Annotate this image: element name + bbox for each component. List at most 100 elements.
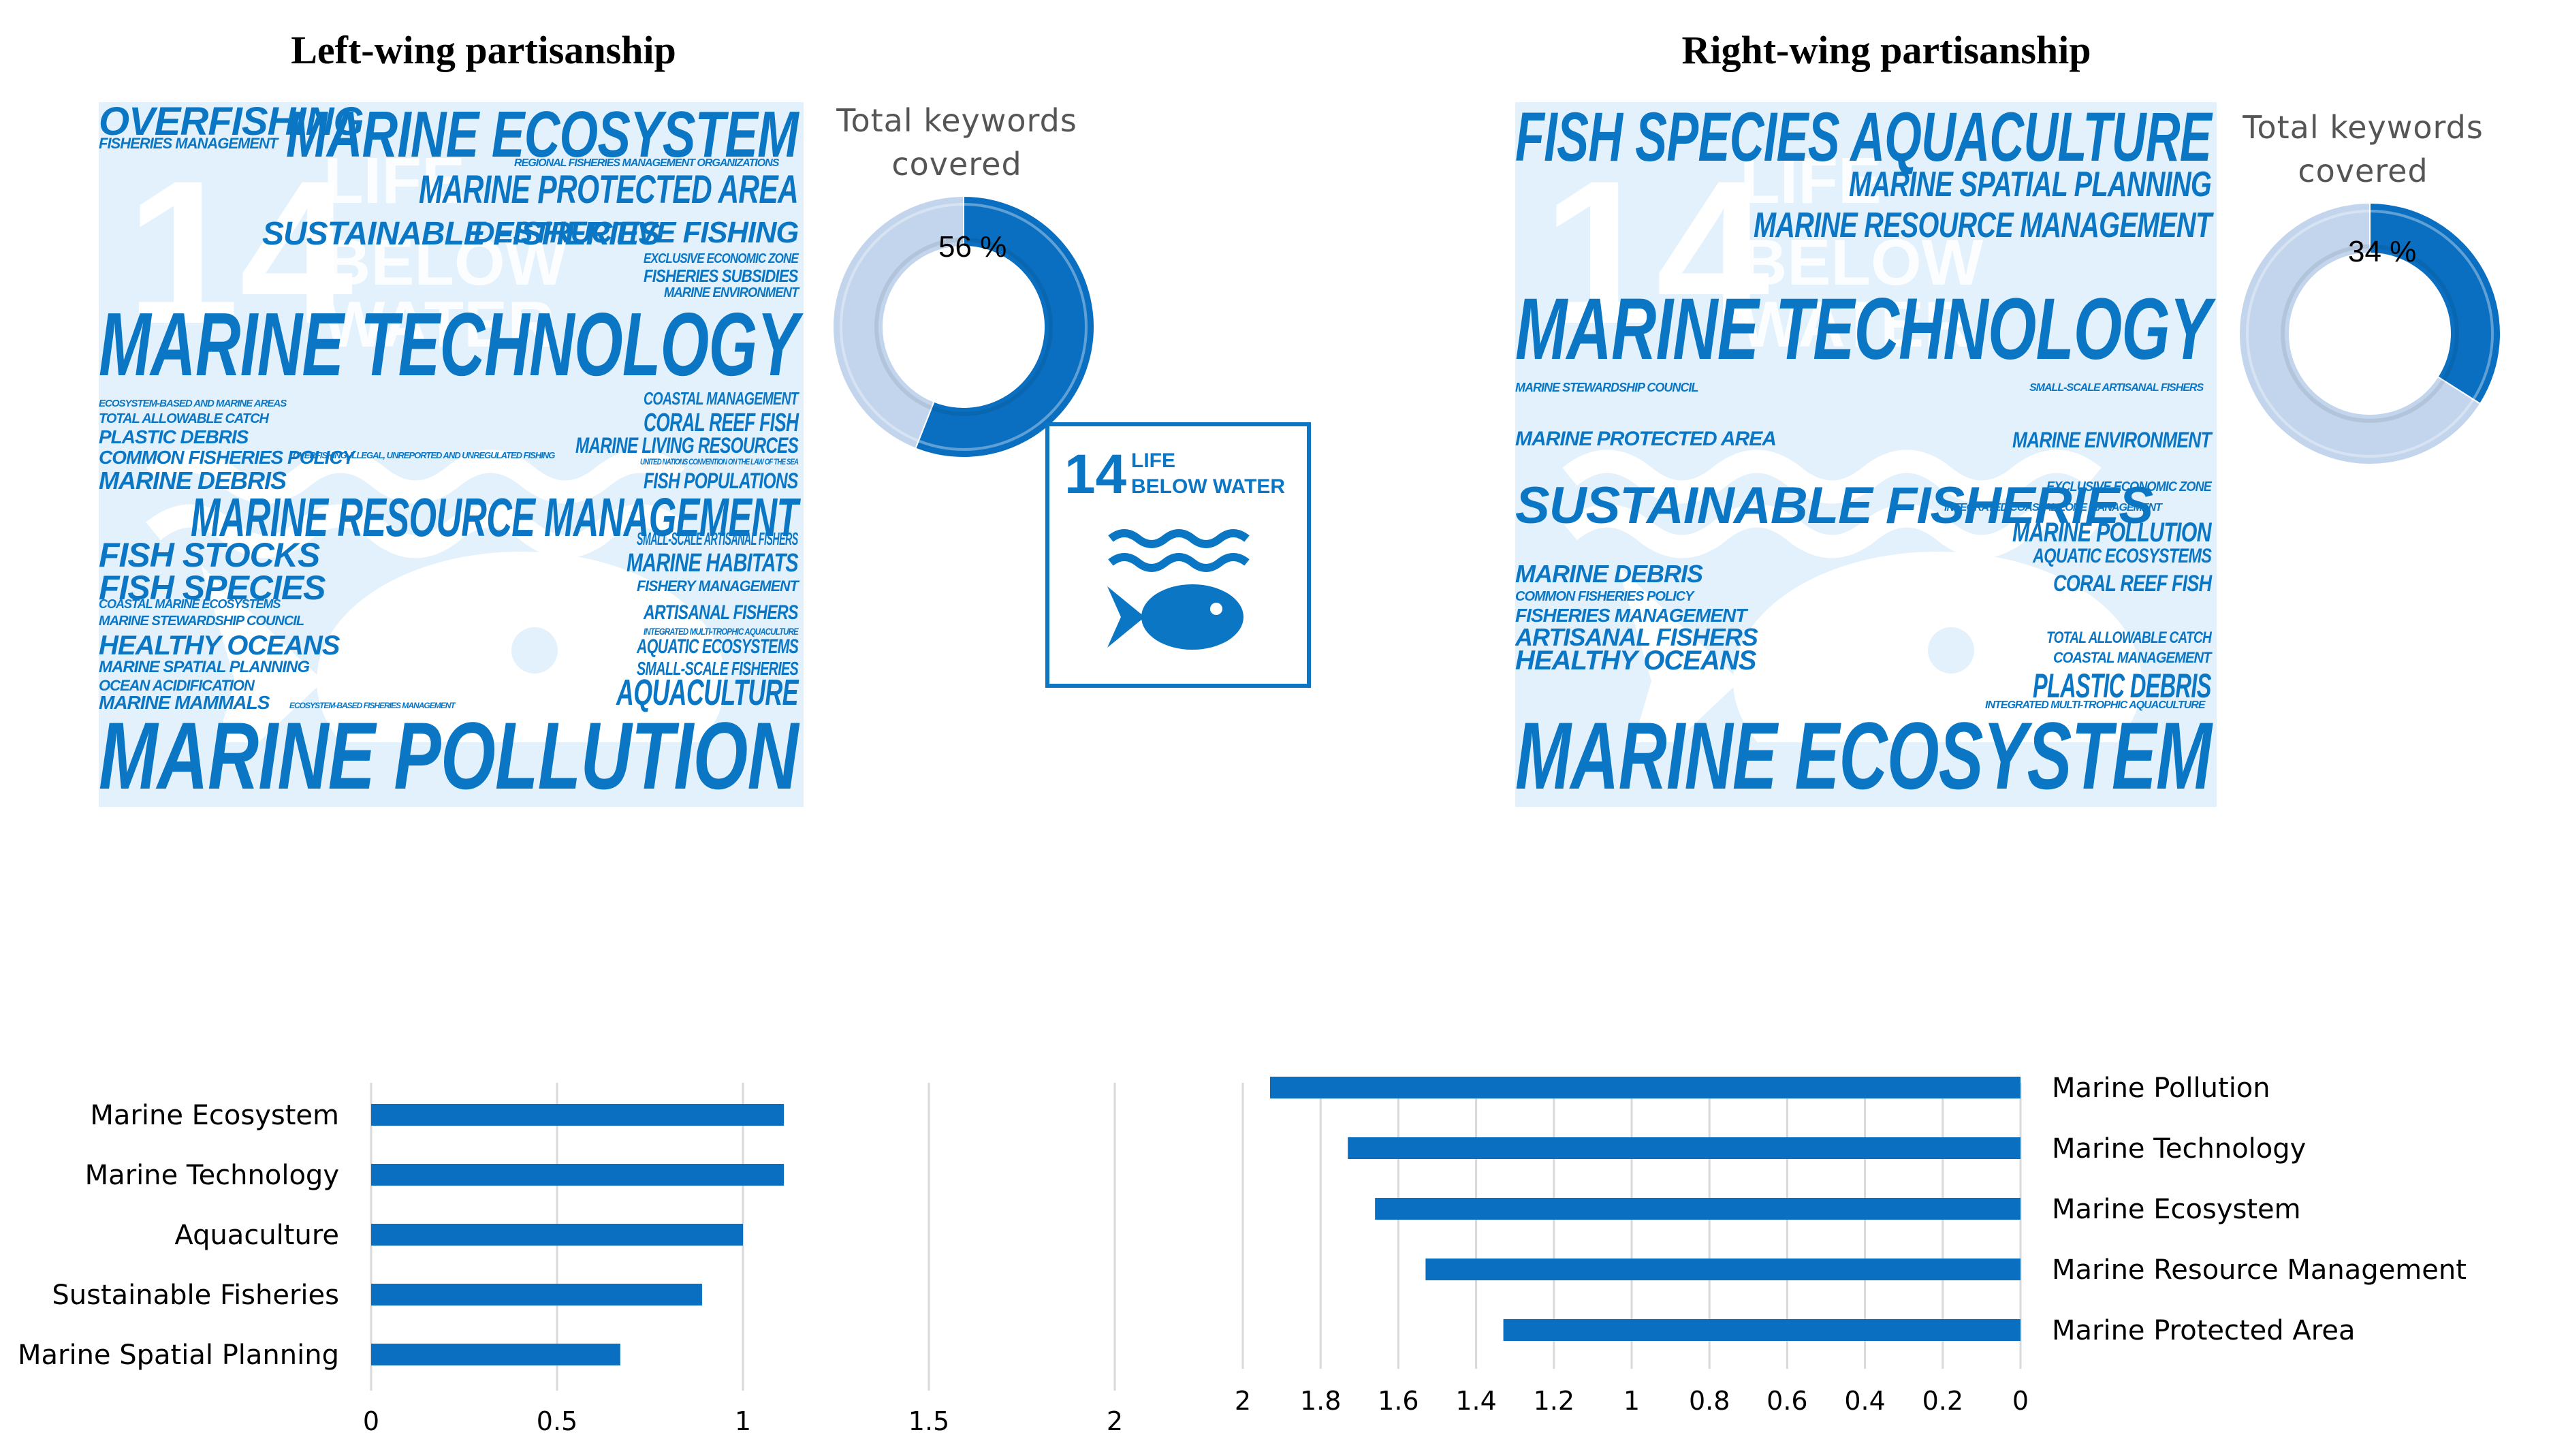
- keyword: MARINE RESOURCE MANAGEMENT: [1754, 206, 2212, 245]
- keyword: MARINE MAMMALS: [99, 692, 270, 713]
- donut-slice: [2238, 202, 2482, 465]
- cloud-bg-line2: BELOW WATER: [323, 226, 567, 362]
- right-bar-chart: 2 1.8 1.6 1.4 1.2 1 0.8 0.6 0.4 0.2 0 Marine Pollut…: [1235, 1073, 2467, 1416]
- keyword: PLASTIC DEBRIS: [99, 426, 249, 447]
- cloud-bg-number: 14: [126, 138, 353, 366]
- bar: [1348, 1137, 2021, 1159]
- tick-label: 0.2: [1922, 1386, 1963, 1416]
- keyword: ARTISANAL FISHERS: [1515, 623, 1758, 651]
- keyword: FISHERIES MANAGEMENT: [1515, 605, 1747, 626]
- tick-label: 1.6: [1378, 1386, 1419, 1416]
- donut-slice: [2369, 202, 2501, 405]
- right-donut-title: Total keywords covered: [2243, 109, 2484, 190]
- sdg14-tile: 14 LIFE BELOW WATER: [1045, 422, 1311, 688]
- keyword: OCEAN ACIDIFICATION: [99, 677, 255, 694]
- tick-label: 1.4: [1455, 1386, 1496, 1416]
- tick-label: 0.6: [1766, 1386, 1807, 1416]
- keyword: FISH STOCKS: [99, 536, 320, 574]
- tick-label: 2: [1107, 1406, 1123, 1436]
- sdg14-line2: BELOW WATER: [1131, 475, 1286, 498]
- tick-label: 0: [2012, 1386, 2029, 1416]
- keyword: CORAL REEF FISH: [2053, 571, 2212, 597]
- donut-bevel: [874, 238, 1053, 416]
- cloud-bg-line1: LIFE: [1740, 144, 1882, 217]
- keyword: AQUACULTURE: [616, 672, 799, 713]
- keyword: MARINE STEWARDSHIP COUNCIL: [1515, 381, 1698, 394]
- keyword: HEALTHY OCEANS: [1515, 646, 1756, 676]
- right-title: Right-wing partisanship: [1681, 28, 2091, 72]
- keyword: MARINE PROTECTED AREA: [419, 168, 799, 212]
- left-title: Left-wing partisanship: [291, 28, 676, 72]
- keyword: MARINE ECOSYSTEM: [1515, 702, 2212, 807]
- keyword: MARINE SPATIAL PLANNING: [1849, 165, 2212, 204]
- keyword: PLASTIC DEBRIS: [2033, 667, 2211, 705]
- left-donut-chart: [832, 195, 1095, 458]
- keyword: MARINE HABITATS: [627, 549, 799, 577]
- keyword: MARINE PROTECTED AREA: [1515, 428, 1777, 450]
- donut-slice: [832, 195, 964, 449]
- keyword: FISH SPECIES AQUACULTURE: [1515, 102, 2212, 176]
- category-label: Aquaculture: [174, 1220, 339, 1251]
- tick-label: 0.5: [537, 1406, 577, 1436]
- bar: [371, 1164, 785, 1186]
- bar: [1269, 1077, 2021, 1098]
- right-donut-chart: [2238, 202, 2501, 465]
- keyword: MARINE DEBRIS: [1515, 560, 1703, 588]
- keyword: MARINE DEBRIS: [99, 466, 287, 494]
- bar: [371, 1104, 785, 1126]
- keyword: AQUATIC ECOSYSTEMS: [637, 635, 799, 658]
- keyword: ECOSYSTEM-BASED AND MARINE AREAS: [99, 398, 287, 409]
- keyword: FISHERY MANAGEMENT: [637, 577, 799, 595]
- keyword: INTEGRATED MULTI-TROPHIC AQUACULTURE: [644, 626, 799, 637]
- tick-label: 0.8: [1689, 1386, 1730, 1416]
- left-donut-title: Total keywords covered: [836, 102, 1077, 183]
- category-label: Sustainable Fisheries: [52, 1280, 339, 1311]
- sdg14-line1: LIFE: [1131, 449, 1175, 472]
- category-label: Marine Ecosystem: [90, 1100, 339, 1131]
- category-label: Marine Protected Area: [2052, 1315, 2355, 1346]
- right-donut-percent: 34 %: [2348, 235, 2417, 268]
- keyword: MARINE STEWARDSHIP COUNCIL: [99, 614, 304, 629]
- keyword: AQUATIC ECOSYSTEMS: [2033, 545, 2212, 567]
- category-label: Marine Technology: [2052, 1133, 2306, 1165]
- keyword: INTEGRATED COASTAL ZONE MANAGEMENT: [1944, 502, 2162, 513]
- keyword: FISHERIES SUBSIDIES: [644, 266, 798, 286]
- bar: [1375, 1198, 2021, 1220]
- cloud-bg-line1: LIFE: [323, 144, 465, 217]
- cloud-bg-number: 14: [1542, 138, 1770, 366]
- sdg14-number: 14: [1064, 443, 1127, 505]
- category-label: Marine Pollution: [2052, 1073, 2270, 1104]
- keyword: MARINE ENVIRONMENT: [2012, 428, 2212, 452]
- keyword: EXCLUSIVE ECONOMIC ZONE: [2046, 479, 2212, 494]
- keyword: REGIONAL FISHERIES MANAGEMENT ORGANIZATI…: [514, 157, 779, 169]
- keyword: MARINE ENVIRONMENT: [664, 285, 799, 300]
- tick-label: 1.5: [908, 1406, 949, 1436]
- keyword: COMMON FISHERIES POLICY: [99, 447, 355, 468]
- tick-label: 1.8: [1300, 1386, 1341, 1416]
- bar: [371, 1284, 702, 1305]
- keyword: COASTAL MANAGEMENT: [644, 388, 799, 409]
- keyword: EXCLUSIVE ECONOMIC ZONE: [644, 251, 799, 266]
- donut-slice: [915, 195, 1095, 458]
- keyword: HEALTHY OCEANS: [99, 631, 340, 661]
- keyword: FISH POPULATIONS: [644, 469, 798, 493]
- keyword: COASTAL MANAGEMENT: [2053, 649, 2211, 666]
- keyword: TOTAL ALLOWABLE CATCH: [99, 411, 269, 426]
- keyword: SUSTAINABLE FISHERIES: [1515, 477, 2153, 535]
- donut-bevel: [840, 203, 1088, 451]
- keyword: MARINE ECOSYSTEM: [286, 102, 799, 171]
- tick-label: 0: [363, 1406, 379, 1436]
- keyword: MARINE TECHNOLOGY: [1515, 281, 2211, 378]
- bar: [1425, 1259, 2021, 1280]
- keyword: MARINE RESOURCE MANAGEMENT: [191, 487, 798, 548]
- bar: [371, 1344, 620, 1365]
- keyword: COASTAL MARINE ECOSYSTEMS: [99, 597, 281, 611]
- keyword: DESTRUCTIVE FISHING: [473, 216, 799, 249]
- keyword: TOTAL ALLOWABLE CATCH: [2046, 629, 2212, 647]
- tick-label: 2: [1235, 1386, 1251, 1416]
- keyword: INTEGRATED MULTI-TROPHIC AQUACULTURE: [1985, 699, 2205, 711]
- keyword: FISH SPECIES: [99, 569, 326, 607]
- tick-label: 1: [735, 1406, 751, 1436]
- keyword: SMALL-SCALE ARTISANAL FISHERS: [2029, 382, 2204, 394]
- keyword: MARINE LIVING RESOURCES: [575, 433, 799, 458]
